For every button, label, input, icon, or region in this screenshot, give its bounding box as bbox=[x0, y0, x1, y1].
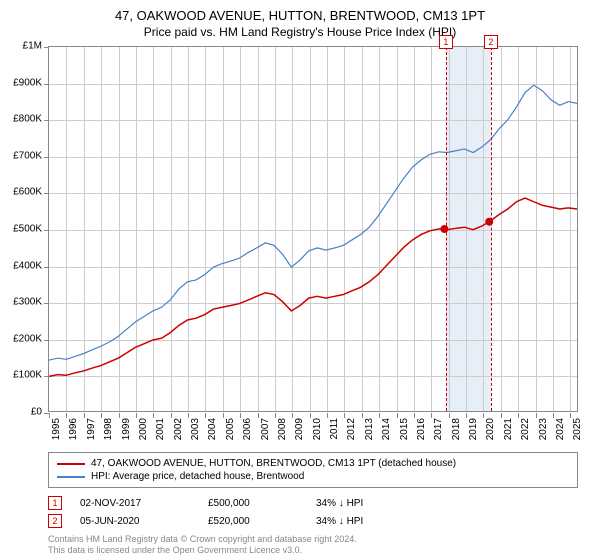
legend-item: 47, OAKWOOD AVENUE, HUTTON, BRENTWOOD, C… bbox=[57, 457, 569, 470]
legend-swatch bbox=[57, 463, 85, 465]
sale-point bbox=[440, 225, 448, 233]
y-tick-label: £400K bbox=[13, 260, 42, 271]
footer-attribution: Contains HM Land Registry data © Crown c… bbox=[48, 534, 357, 556]
sale-marker-line bbox=[491, 47, 492, 411]
y-tick-label: £1M bbox=[23, 41, 42, 52]
title-block: 47, OAKWOOD AVENUE, HUTTON, BRENTWOOD, C… bbox=[0, 0, 600, 39]
legend: 47, OAKWOOD AVENUE, HUTTON, BRENTWOOD, C… bbox=[48, 452, 578, 488]
y-tick-mark bbox=[44, 340, 49, 341]
y-tick-label: £500K bbox=[13, 224, 42, 235]
plot-svg bbox=[49, 47, 577, 411]
x-tick-label: 2002 bbox=[173, 418, 184, 440]
sale-row: 2 05-JUN-2020 £520,000 34% ↓ HPI bbox=[48, 512, 578, 530]
sale-date: 05-JUN-2020 bbox=[80, 516, 190, 527]
y-tick-label: £800K bbox=[13, 114, 42, 125]
series-hpi bbox=[49, 85, 577, 360]
sale-point bbox=[485, 218, 493, 226]
x-tick-label: 2015 bbox=[399, 418, 410, 440]
legend-label: 47, OAKWOOD AVENUE, HUTTON, BRENTWOOD, C… bbox=[91, 458, 456, 469]
sale-diff: 34% ↓ HPI bbox=[316, 498, 436, 509]
x-tick-label: 1996 bbox=[68, 418, 79, 440]
y-tick-mark bbox=[44, 120, 49, 121]
x-tick-label: 1997 bbox=[86, 418, 97, 440]
x-tick-label: 2006 bbox=[242, 418, 253, 440]
y-tick-label: £100K bbox=[13, 370, 42, 381]
x-tick-label: 2020 bbox=[485, 418, 496, 440]
y-tick-mark bbox=[44, 230, 49, 231]
x-axis-labels: 1995 1996 1997 1998 1999 2000 2001 2002 2003 2004… bbox=[48, 414, 578, 454]
y-tick-mark bbox=[44, 84, 49, 85]
sale-price: £520,000 bbox=[208, 516, 298, 527]
series-property bbox=[49, 198, 577, 376]
y-tick-label: £900K bbox=[13, 77, 42, 88]
y-tick-mark bbox=[44, 267, 49, 268]
sale-row-marker: 1 bbox=[48, 496, 62, 510]
y-tick-label: £300K bbox=[13, 297, 42, 308]
y-tick-mark bbox=[44, 157, 49, 158]
sale-row-marker: 2 bbox=[48, 514, 62, 528]
y-tick-mark bbox=[44, 376, 49, 377]
x-tick-label: 2005 bbox=[225, 418, 236, 440]
x-tick-label: 2024 bbox=[555, 418, 566, 440]
x-tick-label: 2012 bbox=[346, 418, 357, 440]
x-tick-label: 2008 bbox=[277, 418, 288, 440]
x-tick-label: 2011 bbox=[329, 418, 340, 440]
x-tick-label: 2001 bbox=[155, 418, 166, 440]
x-tick-label: 2010 bbox=[312, 418, 323, 440]
x-tick-label: 1995 bbox=[51, 418, 62, 440]
x-tick-label: 1999 bbox=[121, 418, 132, 440]
sale-marker-flag: 1 bbox=[439, 35, 453, 49]
x-tick-label: 2023 bbox=[538, 418, 549, 440]
y-tick-mark bbox=[44, 303, 49, 304]
x-tick-label: 1998 bbox=[103, 418, 114, 440]
sale-date: 02-NOV-2017 bbox=[80, 498, 190, 509]
title-subtitle: Price paid vs. HM Land Registry's House … bbox=[0, 25, 600, 39]
sale-diff: 34% ↓ HPI bbox=[316, 516, 436, 527]
y-tick-mark bbox=[44, 47, 49, 48]
y-tick-label: £200K bbox=[13, 333, 42, 344]
legend-label: HPI: Average price, detached house, Bren… bbox=[91, 471, 304, 482]
y-tick-mark bbox=[44, 193, 49, 194]
footer-line1: Contains HM Land Registry data © Crown c… bbox=[48, 534, 357, 545]
x-tick-label: 2016 bbox=[416, 418, 427, 440]
x-tick-label: 2003 bbox=[190, 418, 201, 440]
legend-item: HPI: Average price, detached house, Bren… bbox=[57, 470, 569, 483]
x-tick-label: 2021 bbox=[503, 418, 514, 440]
x-tick-label: 2000 bbox=[138, 418, 149, 440]
x-tick-label: 2019 bbox=[468, 418, 479, 440]
sales-table: 1 02-NOV-2017 £500,000 34% ↓ HPI 2 05-JUN-202… bbox=[48, 494, 578, 530]
sale-marker-flag: 2 bbox=[484, 35, 498, 49]
x-tick-label: 2013 bbox=[364, 418, 375, 440]
x-tick-label: 2025 bbox=[572, 418, 583, 440]
x-tick-label: 2018 bbox=[451, 418, 462, 440]
legend-swatch bbox=[57, 476, 85, 478]
x-tick-label: 2004 bbox=[207, 418, 218, 440]
x-tick-label: 2014 bbox=[381, 418, 392, 440]
sale-marker-line bbox=[446, 47, 447, 411]
sale-price: £500,000 bbox=[208, 498, 298, 509]
y-tick-label: £0 bbox=[31, 407, 42, 418]
x-tick-label: 2009 bbox=[294, 418, 305, 440]
footer-line2: This data is licensed under the Open Gov… bbox=[48, 545, 357, 556]
y-tick-label: £700K bbox=[13, 150, 42, 161]
y-axis-labels: £0£100K£200K£300K£400K£500K£600K£700K£80… bbox=[0, 46, 46, 412]
title-address: 47, OAKWOOD AVENUE, HUTTON, BRENTWOOD, C… bbox=[0, 8, 600, 23]
y-tick-label: £600K bbox=[13, 187, 42, 198]
x-tick-label: 2022 bbox=[520, 418, 531, 440]
x-tick-label: 2007 bbox=[260, 418, 271, 440]
chart-container: 47, OAKWOOD AVENUE, HUTTON, BRENTWOOD, C… bbox=[0, 0, 600, 560]
sale-row: 1 02-NOV-2017 £500,000 34% ↓ HPI bbox=[48, 494, 578, 512]
plot-area: 12 bbox=[48, 46, 578, 412]
x-tick-label: 2017 bbox=[433, 418, 444, 440]
